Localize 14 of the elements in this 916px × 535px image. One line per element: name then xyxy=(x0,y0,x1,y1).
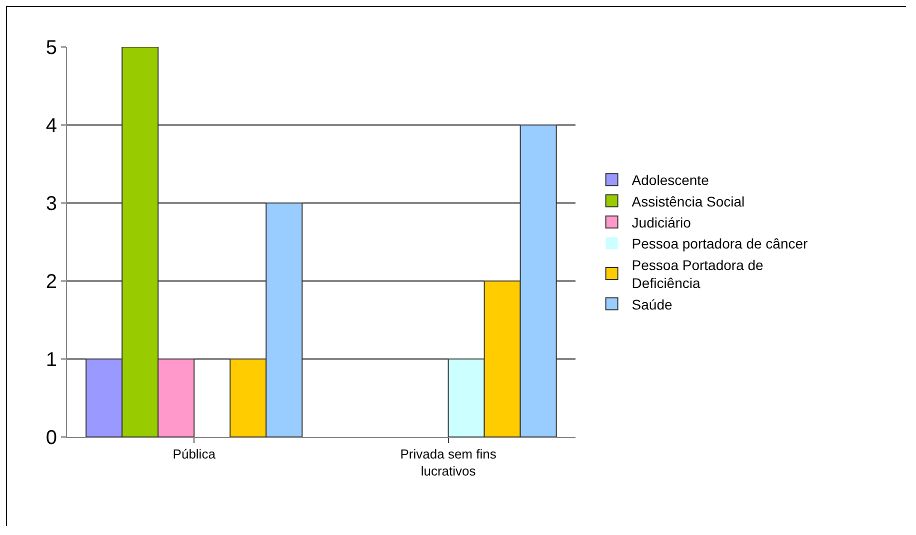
y-tick-label: 3 xyxy=(46,193,57,215)
legend-label: Adolescente xyxy=(632,172,710,188)
y-tick-label: 4 xyxy=(46,115,57,137)
legend-label: Saúde xyxy=(632,296,672,312)
legend-label: Assistência Social xyxy=(632,193,745,210)
y-tick-label: 0 xyxy=(46,427,57,449)
legend-label: Pessoa portadora de câncer xyxy=(632,236,808,252)
y-tick-label: 2 xyxy=(46,271,57,293)
y-tick-label: 1 xyxy=(46,349,57,371)
legend-label: Pessoa Portadora de Deficiência xyxy=(632,256,764,292)
x-tick-label: Pública xyxy=(172,446,216,462)
legend-label: Judiciário xyxy=(632,214,692,230)
y-tick-label: 5 xyxy=(46,37,57,59)
x-tick-label: Privada sem fins lucrativos xyxy=(400,446,497,478)
